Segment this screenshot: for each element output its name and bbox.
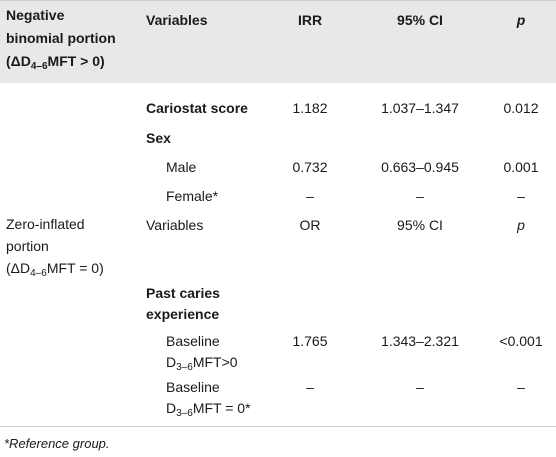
- row-baseline-pos-irr: 1.765: [292, 333, 328, 349]
- row-baseline-zero-p: –: [517, 379, 525, 395]
- row-cariostat-p: 0.012: [503, 100, 539, 116]
- row-past-caries-line1: Past caries: [146, 285, 220, 301]
- row-baseline-pos-line1: Baseline: [166, 333, 220, 349]
- zero-variables: Variables: [146, 217, 204, 233]
- header-col1-line2: binomial portion: [6, 30, 116, 46]
- row-past-caries-line2: experience: [146, 306, 220, 322]
- zero-col1-line2: portion: [6, 238, 49, 254]
- row-baseline-zero-line1: Baseline: [166, 379, 220, 395]
- header-col1-line1: Negative: [6, 7, 65, 23]
- row-male-irr: 0.732: [292, 159, 328, 175]
- row-baseline-zero-ci: –: [416, 379, 424, 395]
- zero-p: p: [517, 217, 525, 233]
- row-male-label: Male: [166, 159, 197, 175]
- row-male-p: 0.001: [503, 159, 539, 175]
- row-female-p: –: [517, 188, 525, 204]
- row-baseline-pos-ci: 1.343–2.321: [381, 333, 459, 349]
- row-baseline-pos-p: <0.001: [499, 333, 543, 349]
- row-female-ci: –: [416, 188, 424, 204]
- header-p: p: [516, 12, 526, 28]
- header-variables: Variables: [146, 12, 208, 28]
- footnote: *Reference group.: [4, 436, 110, 451]
- row-baseline-pos-line2: D3–6MFT>0: [166, 354, 238, 373]
- row-sex-label: Sex: [146, 130, 171, 146]
- zero-ci: 95% CI: [397, 217, 443, 233]
- table-bottom-rule: [0, 426, 556, 427]
- header-ci: 95% CI: [397, 12, 443, 28]
- row-baseline-zero-irr: –: [306, 379, 314, 395]
- row-cariostat-label: Cariostat score: [146, 100, 248, 116]
- zero-col1-line1: Zero-inflated: [6, 216, 85, 232]
- row-cariostat-ci: 1.037–1.347: [381, 100, 459, 116]
- table-header: [0, 0, 556, 83]
- header-irr: IRR: [297, 12, 323, 28]
- row-baseline-zero-line2: D3–6MFT = 0*: [166, 400, 251, 419]
- row-cariostat-irr: 1.182: [292, 100, 328, 116]
- zero-col1-line3: (ΔD4–6MFT = 0): [6, 260, 104, 279]
- row-male-ci: 0.663–0.945: [381, 159, 459, 175]
- zero-or: OR: [299, 217, 321, 233]
- header-col1-line3: (ΔD4–6MFT > 0): [6, 53, 105, 72]
- row-female-label: Female*: [166, 188, 219, 204]
- row-female-irr: –: [306, 188, 314, 204]
